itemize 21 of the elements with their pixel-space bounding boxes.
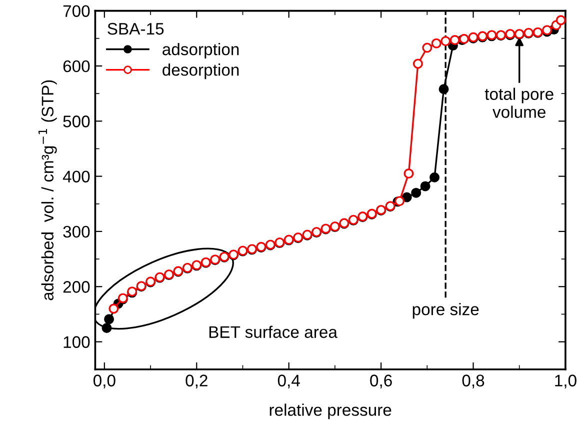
legend-label: adsorption (162, 43, 239, 59)
x-tick-label: 0,2 (186, 374, 208, 388)
x-axis-title: relative pressure (270, 404, 392, 420)
y-tick-label: 200 (63, 281, 90, 293)
y-tick-label: 100 (64, 336, 90, 348)
y-tick-label: 600 (63, 60, 90, 72)
legend-label: desorption (162, 64, 239, 80)
x-tick-label: 0,0 (93, 374, 116, 388)
y-tick-label: 700 (63, 5, 90, 18)
annotation: BET surface area (209, 326, 338, 338)
y-tick-label: 300 (63, 226, 90, 238)
x-tick-label: 0,6 (370, 374, 392, 388)
y-axis-title: adsorbed vol. / cm³g$^{−1}$ (STP) (38, 80, 57, 300)
legend-title: SBA-15 (108, 22, 164, 35)
x-tick-label: 1,0 (555, 374, 576, 388)
y-tick-label: 500 (63, 116, 90, 128)
ref-line-label: pore size (412, 303, 479, 319)
y-tick-label: 400 (62, 170, 90, 182)
annotation: total pore volume (484, 88, 554, 118)
x-tick-label: 0,4 (278, 374, 300, 388)
x-tick-label: 0,8 (462, 374, 484, 388)
